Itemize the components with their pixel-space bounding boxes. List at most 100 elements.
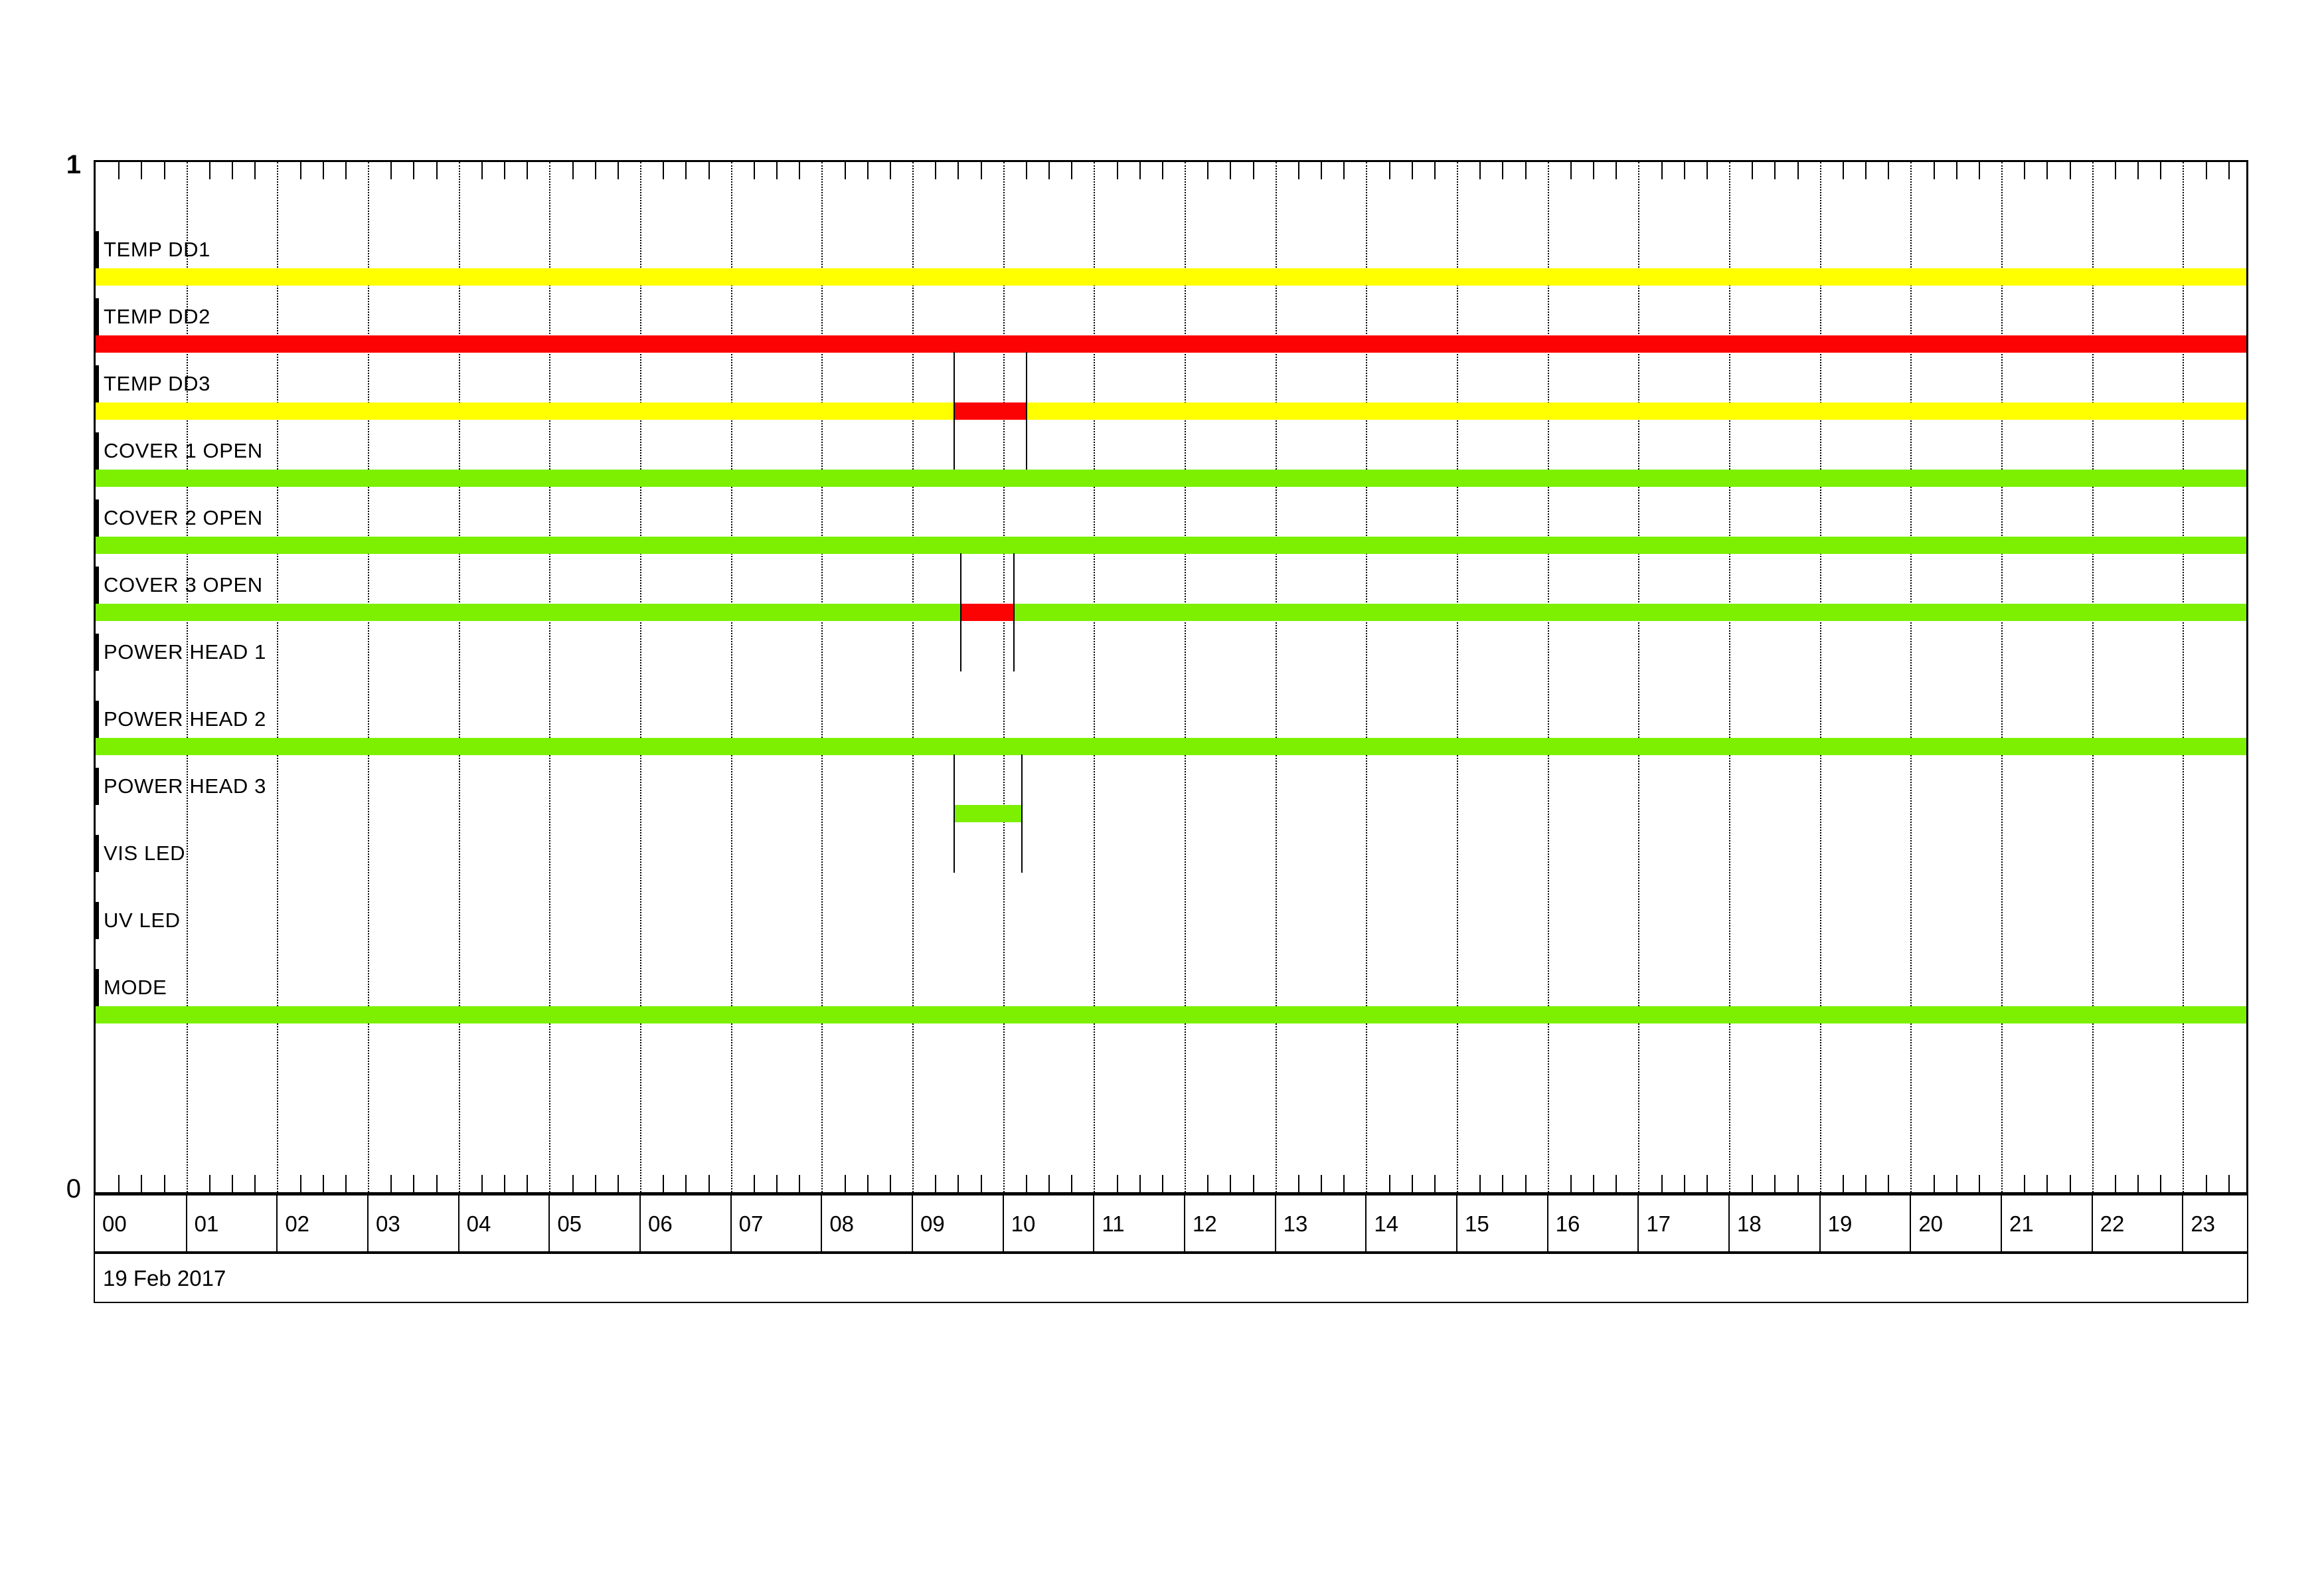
minor-tick-bottom (2160, 1175, 2162, 1192)
status-segment-ok[interactable] (953, 805, 1021, 822)
hour-gridline (1638, 162, 1640, 1192)
status-segment-alarm[interactable] (960, 604, 1013, 621)
minor-tick-bottom (2228, 1175, 2230, 1192)
hour-cell[interactable]: 09 (912, 1196, 1003, 1251)
minor-tick-bottom (1797, 1175, 1799, 1192)
minor-tick-bottom (527, 1175, 529, 1192)
minor-tick-top (1252, 162, 1254, 179)
minor-tick-bottom (1888, 1175, 1890, 1192)
minor-tick-bottom (980, 1175, 982, 1192)
hour-label: 03 (376, 1211, 400, 1236)
minor-tick-bottom (1252, 1175, 1254, 1192)
event-marker-line (953, 352, 955, 470)
hour-cell[interactable]: 11 (1093, 1196, 1184, 1251)
minor-tick-top (889, 162, 891, 179)
hour-cell[interactable]: 06 (639, 1196, 730, 1251)
minor-tick-bottom (753, 1175, 755, 1192)
minor-tick-bottom (1774, 1175, 1776, 1192)
hour-cell[interactable]: 13 (1274, 1196, 1366, 1251)
row-stub-tick (96, 298, 99, 335)
status-segment-ok[interactable] (96, 738, 2246, 755)
minor-tick-bottom (889, 1175, 891, 1192)
hour-cell[interactable]: 20 (1910, 1196, 2001, 1251)
status-segment-ok[interactable] (1013, 604, 2246, 621)
hour-cell[interactable]: 04 (457, 1196, 549, 1251)
minor-tick-bottom (1207, 1175, 1209, 1192)
hour-cell[interactable]: 03 (367, 1196, 458, 1251)
status-segment-warn[interactable] (96, 402, 954, 420)
hour-label: 16 (1555, 1211, 1580, 1236)
hour-label: 11 (1102, 1211, 1125, 1236)
hour-cell[interactable]: 22 (2091, 1196, 2183, 1251)
minor-tick-bottom (1570, 1175, 1572, 1192)
status-segment-ok[interactable] (96, 537, 2246, 554)
hour-label: 22 (2100, 1211, 2125, 1236)
minor-tick-bottom (685, 1175, 687, 1192)
minor-tick-top (799, 162, 801, 179)
minor-tick-bottom (1479, 1175, 1481, 1192)
hour-cell[interactable]: 23 (2182, 1196, 2247, 1251)
minor-tick-top (572, 162, 574, 179)
row-stub-tick (96, 432, 99, 470)
hour-label: 00 (102, 1211, 127, 1236)
minor-tick-top (1230, 162, 1232, 179)
minor-tick-bottom (844, 1175, 846, 1192)
minor-tick-bottom (481, 1175, 483, 1192)
minor-tick-top (1888, 162, 1890, 179)
event-marker-line (1021, 754, 1023, 873)
minor-tick-bottom (1865, 1175, 1867, 1192)
hour-label: 23 (2191, 1211, 2216, 1236)
minor-tick-bottom (1321, 1175, 1322, 1192)
minor-tick-top (322, 162, 324, 179)
hour-cell[interactable]: 07 (730, 1196, 821, 1251)
minor-tick-top (1479, 162, 1481, 179)
hour-cell[interactable]: 16 (1546, 1196, 1638, 1251)
minor-tick-top (617, 162, 619, 179)
minor-tick-top (776, 162, 778, 179)
hour-cell[interactable]: 15 (1456, 1196, 1547, 1251)
minor-tick-bottom (957, 1175, 959, 1192)
hour-gridline (1819, 162, 1821, 1192)
hour-label: 07 (738, 1211, 764, 1236)
minor-tick-top (1388, 162, 1390, 179)
hour-cell[interactable]: 08 (821, 1196, 912, 1251)
status-segment-ok[interactable] (96, 470, 2246, 487)
plot-inner: TEMP DD1 TEMP DD2 TEMP DD3 COVER 1 OPEN COVE… (96, 162, 2246, 1192)
row-label: POWER HEAD 2 (104, 707, 266, 731)
minor-tick-top (2024, 162, 2026, 179)
hour-cell[interactable]: 02 (276, 1196, 367, 1251)
hour-cell[interactable]: 10 (1002, 1196, 1094, 1251)
minor-tick-top (527, 162, 529, 179)
minor-tick-bottom (935, 1175, 937, 1192)
hour-cell[interactable]: 01 (185, 1196, 277, 1251)
minor-tick-bottom (1752, 1175, 1754, 1192)
status-segment-warn[interactable] (1025, 402, 2246, 420)
hour-label: 20 (1918, 1211, 1944, 1236)
status-segment-alarm[interactable] (953, 402, 1026, 420)
status-segment-alarm[interactable] (96, 335, 2246, 353)
minor-tick-bottom (1025, 1175, 1027, 1192)
hour-label: 01 (194, 1211, 219, 1236)
minor-tick-top (935, 162, 937, 179)
status-segment-ok[interactable] (96, 1006, 2246, 1023)
hour-cell[interactable]: 17 (1637, 1196, 1728, 1251)
hour-cell[interactable]: 00 (95, 1196, 186, 1251)
minor-tick-top (1933, 162, 1935, 179)
minor-tick-top (2114, 162, 2116, 179)
minor-tick-bottom (2205, 1175, 2207, 1192)
hour-cell[interactable]: 21 (2001, 1196, 2092, 1251)
minor-tick-bottom (504, 1175, 505, 1192)
row-stub-tick (96, 701, 99, 738)
minor-tick-top (1321, 162, 1322, 179)
status-segment-warn[interactable] (96, 268, 2246, 286)
status-segment-ok[interactable] (96, 604, 961, 621)
hour-label: 02 (285, 1211, 310, 1236)
hour-cell[interactable]: 18 (1728, 1196, 1819, 1251)
hour-gridline (2183, 162, 2185, 1192)
hour-cell[interactable]: 12 (1184, 1196, 1275, 1251)
hour-cell[interactable]: 05 (548, 1196, 639, 1251)
minor-tick-bottom (1616, 1175, 1618, 1192)
hour-cell[interactable]: 19 (1819, 1196, 1910, 1251)
hour-cell[interactable]: 14 (1365, 1196, 1456, 1251)
row-label: POWER HEAD 1 (104, 640, 266, 664)
